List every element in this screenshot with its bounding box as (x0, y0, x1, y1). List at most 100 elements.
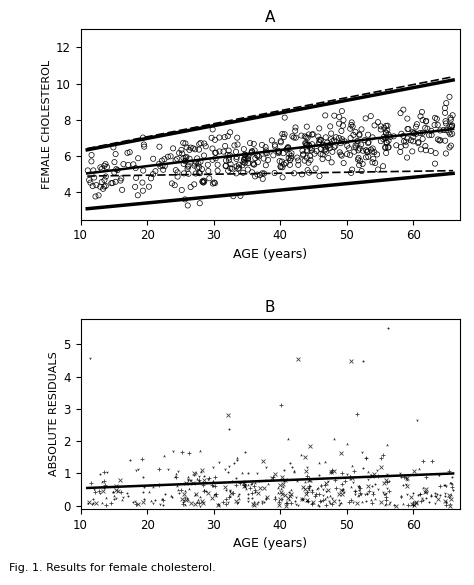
Point (402, 480, 410, 489)
Point (178, 494, 186, 504)
Point (303, 122, 310, 131)
Point (321, 111, 329, 120)
Point (346, 474, 354, 484)
Point (280, 480, 287, 489)
Point (446, 143, 453, 152)
Point (200, 178, 207, 187)
Point (279, 173, 286, 182)
Point (326, 497, 333, 506)
Point (233, 152, 240, 161)
Point (436, 126, 444, 135)
Point (374, 118, 382, 127)
Point (337, 139, 345, 148)
Point (306, 143, 314, 153)
Point (447, 141, 455, 150)
Point (182, 156, 189, 165)
Point (356, 491, 363, 500)
Point (240, 157, 247, 167)
Point (276, 156, 283, 166)
Point (126, 147, 134, 157)
Point (209, 155, 216, 164)
Point (346, 150, 354, 160)
Point (250, 497, 257, 507)
Point (354, 498, 361, 508)
Point (404, 481, 411, 490)
Point (98, 177, 106, 187)
Point (432, 492, 439, 501)
Point (250, 500, 257, 509)
Point (308, 146, 315, 155)
Point (409, 500, 416, 509)
Point (422, 493, 430, 503)
Point (289, 463, 296, 472)
Point (397, 472, 405, 481)
Point (328, 158, 336, 167)
Point (264, 155, 272, 164)
Point (202, 486, 210, 495)
Point (236, 494, 243, 504)
Point (383, 137, 391, 147)
Point (294, 160, 302, 170)
Point (214, 499, 221, 508)
Point (172, 166, 180, 175)
Point (280, 465, 288, 474)
Point (336, 147, 344, 157)
Point (336, 112, 343, 122)
Point (258, 168, 266, 178)
Point (380, 132, 388, 142)
Point (184, 201, 191, 210)
Point (291, 467, 298, 477)
Point (305, 483, 312, 493)
Point (214, 501, 221, 510)
Point (88, 150, 95, 160)
Point (199, 498, 207, 507)
Point (155, 481, 163, 490)
Point (337, 486, 345, 495)
Point (402, 137, 410, 146)
Point (308, 143, 316, 153)
Point (377, 122, 384, 131)
Point (383, 492, 390, 501)
Point (400, 131, 407, 140)
Point (398, 129, 405, 139)
Title: B: B (265, 300, 275, 315)
Point (356, 488, 364, 498)
Point (284, 493, 292, 503)
Point (355, 491, 362, 501)
Point (89, 494, 96, 504)
Point (183, 143, 191, 152)
Point (323, 492, 331, 501)
Point (290, 133, 298, 142)
Point (330, 111, 338, 121)
Point (383, 483, 391, 493)
Point (87, 178, 94, 187)
Point (184, 472, 191, 481)
Point (292, 493, 299, 502)
Point (440, 480, 447, 490)
Y-axis label: FEMALE CHOLESTEROL: FEMALE CHOLESTEROL (42, 60, 52, 189)
Point (262, 462, 270, 472)
Point (172, 470, 179, 479)
Point (248, 493, 255, 502)
Point (249, 500, 257, 509)
Point (332, 133, 340, 142)
Point (209, 125, 217, 134)
Point (447, 501, 454, 510)
Point (204, 160, 211, 170)
Point (324, 142, 331, 151)
Point (132, 465, 139, 474)
Point (240, 480, 247, 490)
Point (383, 139, 391, 148)
Point (255, 476, 263, 486)
Point (349, 122, 356, 131)
Point (446, 493, 453, 502)
Point (292, 126, 299, 135)
Point (180, 168, 188, 178)
Point (109, 178, 116, 188)
Point (258, 140, 266, 150)
Point (405, 500, 412, 510)
Point (290, 466, 298, 476)
Point (208, 480, 215, 490)
Point (248, 147, 256, 156)
Point (161, 161, 169, 171)
